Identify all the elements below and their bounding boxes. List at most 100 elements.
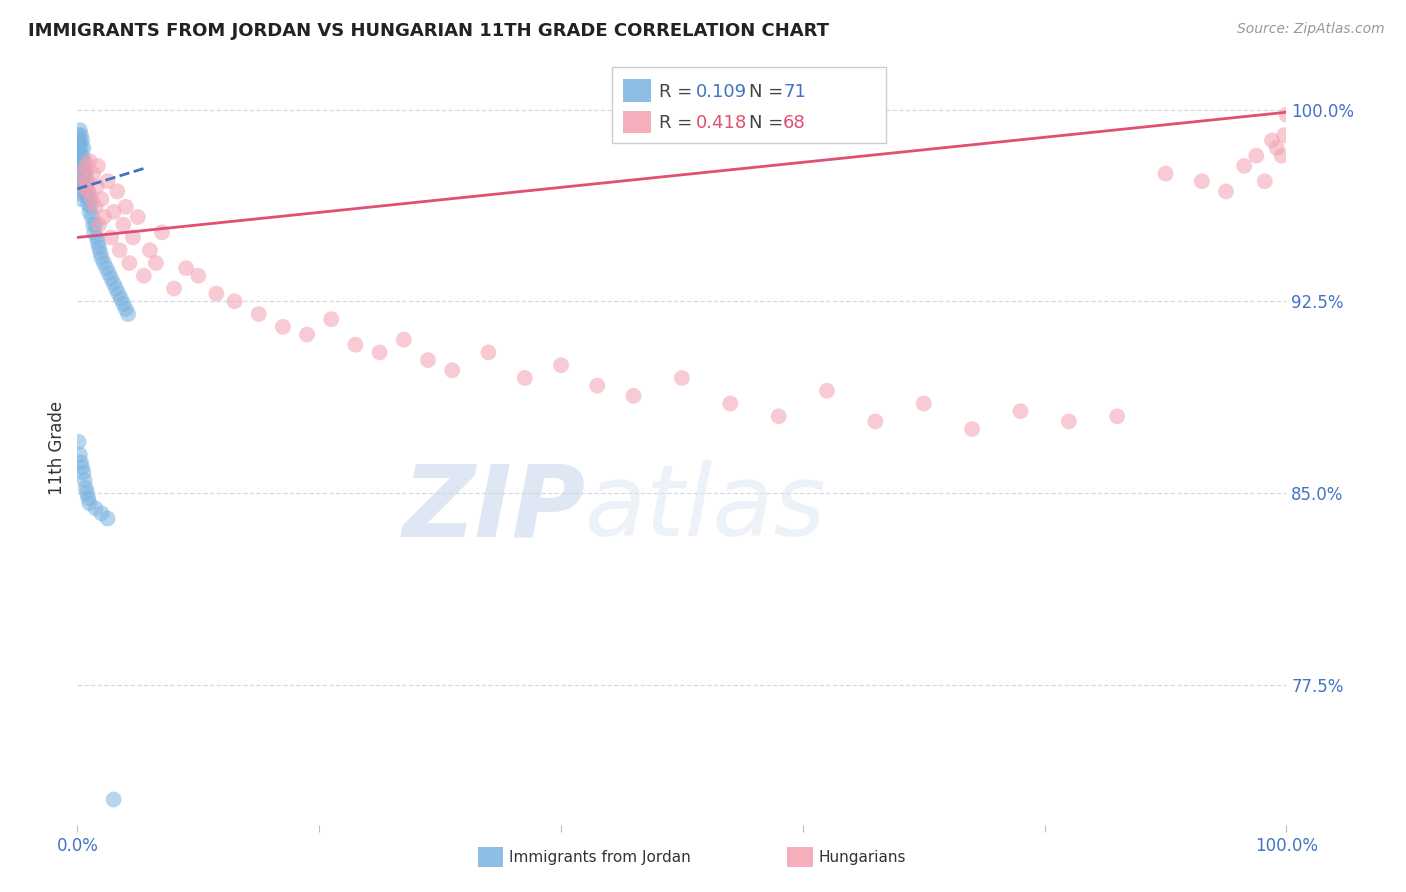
Point xyxy=(477,345,499,359)
Point xyxy=(73,153,96,168)
Point xyxy=(114,200,136,214)
Point xyxy=(122,230,145,244)
Point xyxy=(815,384,838,398)
Point xyxy=(344,337,367,351)
Point xyxy=(75,159,97,173)
Point xyxy=(77,197,100,211)
Point xyxy=(80,192,103,206)
Point xyxy=(70,149,93,163)
Point xyxy=(87,159,110,173)
Point xyxy=(87,218,110,232)
Point xyxy=(80,210,103,224)
Point xyxy=(112,297,135,311)
Point xyxy=(69,149,91,163)
Text: R =: R = xyxy=(659,83,699,101)
Point xyxy=(96,261,118,276)
Text: IMMIGRANTS FROM JORDAN VS HUNGARIAN 11TH GRADE CORRELATION CHART: IMMIGRANTS FROM JORDAN VS HUNGARIAN 11TH… xyxy=(28,22,830,40)
Point xyxy=(82,218,104,232)
Point xyxy=(90,507,112,521)
Point xyxy=(416,353,439,368)
Point xyxy=(73,179,96,194)
Point xyxy=(69,164,91,178)
Point xyxy=(79,205,101,219)
Point xyxy=(224,294,246,309)
Text: 0.418: 0.418 xyxy=(696,114,747,132)
Point xyxy=(67,434,90,449)
Point xyxy=(117,307,139,321)
Point xyxy=(1057,414,1080,428)
Point xyxy=(72,179,94,194)
Point xyxy=(1107,409,1129,424)
Text: Hungarians: Hungarians xyxy=(818,850,905,864)
Point xyxy=(205,286,228,301)
Point xyxy=(90,192,112,206)
Point xyxy=(75,182,97,196)
Point xyxy=(96,511,118,525)
Point xyxy=(70,161,93,176)
Point xyxy=(107,286,129,301)
Point xyxy=(550,358,572,372)
Point xyxy=(73,473,96,487)
Point xyxy=(1265,141,1288,155)
Point xyxy=(87,241,110,255)
Point xyxy=(84,200,107,214)
Point xyxy=(271,319,294,334)
Point xyxy=(77,491,100,505)
Point xyxy=(70,174,93,188)
Point xyxy=(69,136,91,150)
Text: Source: ZipAtlas.com: Source: ZipAtlas.com xyxy=(1237,22,1385,37)
Point xyxy=(70,128,93,143)
Point xyxy=(67,156,90,170)
Text: 68: 68 xyxy=(783,114,806,132)
Point xyxy=(70,167,93,181)
Point xyxy=(83,225,105,239)
Point xyxy=(960,422,983,436)
Point xyxy=(93,210,115,224)
Point xyxy=(76,486,98,500)
Point xyxy=(77,185,100,199)
Point xyxy=(70,192,93,206)
Point xyxy=(1271,149,1294,163)
Point xyxy=(912,396,935,410)
Point xyxy=(72,185,94,199)
Point xyxy=(1275,108,1298,122)
Point xyxy=(67,133,90,147)
Point xyxy=(1254,174,1277,188)
Point xyxy=(69,177,91,191)
Point xyxy=(70,179,93,194)
Point xyxy=(105,281,128,295)
Point xyxy=(93,256,115,270)
Text: 0.109: 0.109 xyxy=(696,83,747,101)
Point xyxy=(87,235,110,250)
Point xyxy=(69,123,91,137)
Point xyxy=(247,307,270,321)
Point xyxy=(1215,185,1237,199)
Point xyxy=(96,174,118,188)
Point xyxy=(72,141,94,155)
Point xyxy=(1010,404,1032,418)
Text: N =: N = xyxy=(749,83,789,101)
Text: atlas: atlas xyxy=(585,460,827,557)
Point xyxy=(76,174,98,188)
Point xyxy=(97,266,120,280)
Text: R =: R = xyxy=(659,114,699,132)
Point xyxy=(89,245,111,260)
Point xyxy=(79,496,101,510)
Point xyxy=(623,389,645,403)
Point xyxy=(150,225,173,239)
Point xyxy=(112,218,135,232)
Point xyxy=(75,167,97,181)
Point xyxy=(768,409,790,424)
Point xyxy=(67,149,90,163)
Point xyxy=(86,230,108,244)
Point xyxy=(76,174,98,188)
Point xyxy=(90,251,112,265)
Point xyxy=(103,792,125,806)
Point xyxy=(84,218,107,232)
Point xyxy=(1154,167,1177,181)
Point xyxy=(73,167,96,181)
Point xyxy=(75,481,97,495)
Point xyxy=(108,244,131,258)
Point xyxy=(163,281,186,295)
Point xyxy=(865,414,887,428)
